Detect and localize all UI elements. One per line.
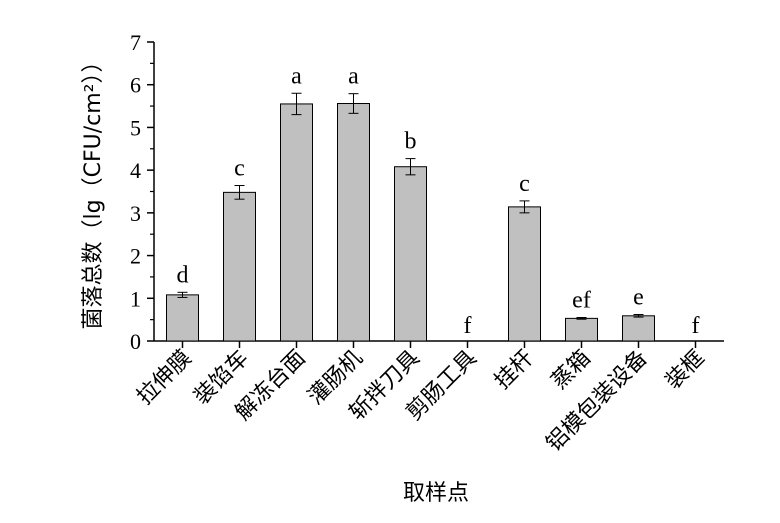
y-tick-label: 1	[130, 286, 141, 311]
significance-label: c	[234, 156, 245, 182]
significance-label: ef	[572, 288, 591, 314]
y-tick-label: 0	[130, 329, 141, 354]
significance-label: f	[692, 313, 700, 339]
y-tick-label: 2	[130, 244, 141, 269]
y-axis-title: 菌落总数（lg（CFU/cm²））	[81, 51, 106, 330]
y-tick-label: 3	[130, 201, 141, 226]
bar	[565, 317, 598, 342]
significance-label: e	[633, 285, 644, 311]
y-tick-label: 6	[130, 73, 141, 98]
category-label: 挂杆	[490, 346, 539, 395]
y-tick-label: 4	[130, 158, 141, 183]
category-label: 装框	[661, 346, 710, 395]
bar	[166, 294, 199, 342]
significance-label: c	[519, 171, 530, 197]
bar	[280, 103, 313, 342]
significance-label: f	[464, 313, 472, 339]
bar	[394, 166, 427, 342]
y-tick-label: 7	[130, 30, 141, 55]
category-label: 蒸箱	[547, 346, 596, 395]
significance-label: b	[405, 129, 417, 155]
y-tick-label: 5	[130, 115, 141, 140]
category-label: 拉伸膜	[132, 346, 196, 410]
bar	[337, 103, 370, 342]
bar	[622, 315, 655, 342]
significance-label: d	[177, 262, 189, 288]
x-axis-title: 取样点	[403, 481, 469, 506]
bar	[508, 206, 541, 342]
category-label: 铝模包装设备	[542, 346, 653, 457]
bar	[223, 191, 256, 342]
significance-label: a	[291, 63, 302, 89]
plot-area: 01234567d拉伸膜c装馅车a解冻台面a灌肠机b斩拌刀具f剪肠工具c挂杆ef…	[130, 30, 724, 457]
significance-label: a	[348, 64, 359, 90]
